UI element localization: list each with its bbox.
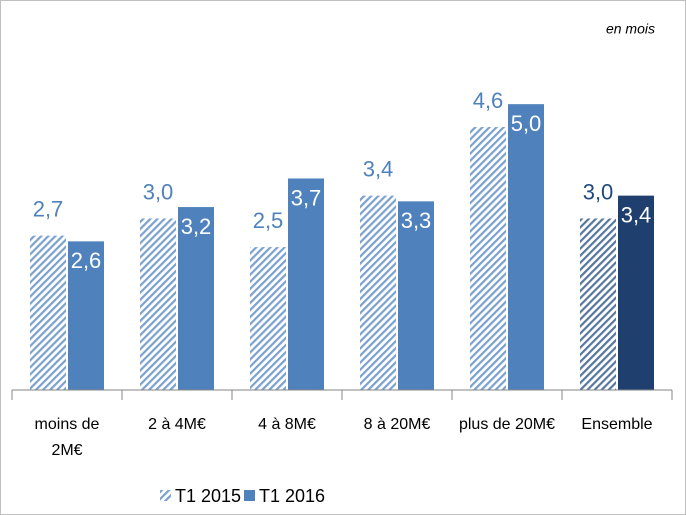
value-label: 3,4 bbox=[621, 202, 652, 227]
bar bbox=[140, 218, 176, 390]
value-label: 3,0 bbox=[143, 179, 174, 204]
legend-label: T1 2015 bbox=[175, 486, 241, 506]
bar bbox=[250, 247, 286, 390]
x-tick-label: plus de 20M€ bbox=[458, 416, 556, 433]
bar bbox=[618, 195, 654, 390]
value-label: 3,4 bbox=[363, 156, 394, 181]
value-label: 5,0 bbox=[511, 111, 542, 136]
value-label: 2,7 bbox=[33, 196, 64, 221]
value-label: 3,0 bbox=[583, 179, 614, 204]
bar bbox=[178, 207, 214, 390]
bar bbox=[508, 104, 544, 391]
x-tick-label: Ensemble bbox=[581, 416, 653, 433]
bar bbox=[580, 218, 616, 390]
bar bbox=[360, 195, 396, 390]
bar bbox=[398, 201, 434, 390]
legend-swatch bbox=[160, 490, 171, 501]
value-label: 3,7 bbox=[291, 185, 322, 210]
bar bbox=[30, 235, 66, 390]
legend-swatch bbox=[244, 490, 255, 501]
bar bbox=[288, 178, 324, 390]
value-label: 3,2 bbox=[181, 214, 212, 239]
x-tick-label: 8 à 20M€ bbox=[363, 416, 431, 433]
x-tick-label: 4 à 8M€ bbox=[258, 416, 316, 433]
bar bbox=[68, 241, 104, 390]
x-tick-label: moins de 2M€ bbox=[34, 416, 100, 459]
value-label: 3,3 bbox=[401, 208, 432, 233]
value-label: 2,5 bbox=[253, 208, 284, 233]
legend-label: T1 2016 bbox=[259, 486, 325, 506]
x-tick-label: 2 à 4M€ bbox=[148, 416, 206, 433]
bar bbox=[470, 127, 506, 391]
value-label: 4,6 bbox=[473, 88, 504, 113]
value-label: 2,6 bbox=[71, 248, 102, 273]
annotation: en mois bbox=[606, 21, 655, 37]
